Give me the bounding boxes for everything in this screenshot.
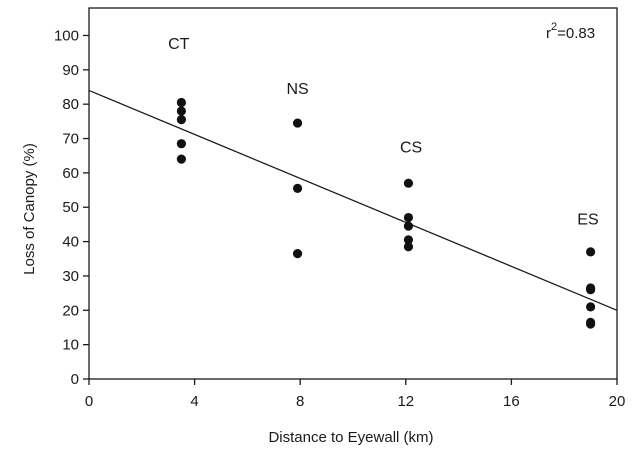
data-point [403, 178, 414, 188]
group-label-ns: NS [286, 81, 308, 98]
y-axis-title: Loss of Canopy (%) [21, 143, 38, 275]
group-label-es: ES [577, 211, 598, 228]
data-point [176, 115, 186, 125]
ticks: 0 4 8 12 16 20 0 10 20 30 40 50 60 70 80 90 100 [54, 27, 625, 410]
x-tick-label: 20 [609, 393, 626, 410]
group-label-ct: CT [168, 36, 190, 53]
x-tick-label: 4 [190, 393, 198, 410]
x-tick-label: 0 [85, 393, 93, 410]
data-point [403, 212, 414, 223]
y-tick-label: 70 [62, 131, 79, 148]
x-tick-label: 8 [296, 393, 304, 410]
y-tick-label: 90 [62, 62, 79, 79]
y-tick-label: 30 [62, 268, 79, 285]
data-point [292, 118, 303, 128]
x-tick-label: 12 [397, 393, 414, 410]
data-point [176, 97, 186, 108]
y-tick-label: 10 [62, 337, 79, 354]
data-point [403, 242, 414, 252]
y-tick-label: 80 [62, 96, 79, 113]
data-point [403, 235, 414, 245]
data-point [176, 139, 186, 149]
y-tick-label: 100 [54, 27, 79, 44]
regression-line [88, 89, 618, 311]
r-squared-annotation: r2=0.83 [546, 21, 595, 42]
y-tick-label: 20 [62, 302, 79, 319]
data-point [586, 285, 596, 295]
axes [88, 7, 618, 380]
data-point [586, 247, 596, 257]
trendline-group [88, 89, 618, 311]
data-point [176, 154, 186, 164]
x-axis-title: Distance to Eyewall (km) [268, 429, 433, 446]
y-tick-label: 60 [62, 165, 79, 182]
data-point [176, 106, 186, 116]
data-point [292, 183, 303, 193]
x-tick-label: 16 [503, 393, 520, 410]
group-labels: CT NS CS ES [168, 36, 599, 228]
plot-frame [88, 7, 618, 380]
data-point [292, 249, 303, 259]
y-tick-label: 50 [62, 199, 79, 216]
data-point [586, 319, 596, 329]
data-points [176, 97, 596, 329]
data-point [403, 221, 414, 231]
data-point [586, 302, 596, 312]
group-label-cs: CS [400, 139, 422, 156]
y-tick-label: 0 [71, 371, 79, 388]
y-tick-label: 40 [62, 234, 79, 251]
